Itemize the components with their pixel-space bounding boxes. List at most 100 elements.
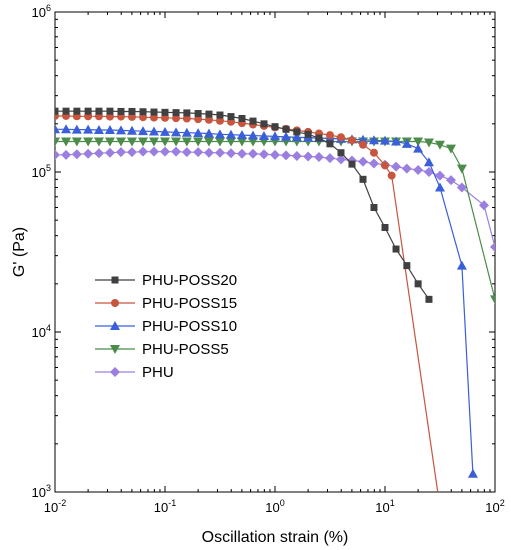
data-point [425, 295, 433, 303]
data-point [434, 140, 445, 150]
series-phu-poss5 [55, 137, 495, 305]
data-point [115, 137, 126, 147]
data-point [358, 156, 369, 167]
data-point [249, 117, 257, 125]
legend-swatch-marker [110, 367, 120, 377]
legend-swatch-marker [110, 321, 120, 330]
series-phu [55, 146, 495, 252]
data-point [391, 161, 402, 172]
data-point [181, 137, 192, 147]
legend-item-phu-poss5: PHU-POSS5 [95, 341, 229, 358]
data-point [160, 146, 170, 157]
data-point [291, 150, 302, 161]
series-phu-poss15 [55, 111, 439, 492]
data-point [214, 137, 225, 147]
data-point [238, 114, 246, 122]
data-point [369, 148, 378, 157]
data-point [182, 114, 191, 123]
data-point [138, 126, 149, 136]
data-point [61, 137, 72, 147]
data-point [71, 149, 82, 160]
data-point [55, 137, 60, 147]
data-point [324, 153, 335, 164]
data-point [315, 134, 323, 142]
data-point [83, 124, 94, 134]
data-point [193, 137, 204, 147]
data-point [216, 111, 224, 119]
data-point [281, 131, 292, 141]
data-point [248, 137, 259, 147]
data-point [138, 137, 149, 147]
data-point [181, 147, 192, 158]
data-point [117, 107, 125, 115]
data-point [61, 149, 72, 160]
data-point [171, 146, 182, 157]
data-point [313, 152, 324, 163]
data-point [456, 260, 467, 270]
data-point [413, 143, 424, 153]
data-point [225, 148, 236, 159]
data-point [171, 137, 182, 147]
series-line [55, 151, 495, 248]
axis-ticks: 10-2 10-1 100 101 102 103 104 105 106 [32, 3, 505, 515]
x-tick-label: 101 [375, 498, 394, 515]
data-point [62, 107, 70, 115]
data-point [204, 115, 213, 124]
data-point [172, 114, 181, 123]
data-point [115, 125, 126, 135]
data-point [171, 127, 182, 137]
data-point [403, 262, 411, 270]
data-point [236, 148, 247, 159]
y-tick-label: 105 [32, 163, 51, 180]
legend-item-phu-poss15: PHU-POSS15 [95, 295, 237, 312]
data-point [71, 124, 82, 134]
data-point [95, 107, 103, 115]
data-point [445, 175, 456, 186]
data-point [236, 137, 247, 147]
data-point [337, 149, 345, 157]
data-point [104, 147, 115, 158]
data-point [370, 203, 378, 211]
data-point [270, 131, 280, 141]
data-point [368, 158, 379, 169]
data-point [126, 137, 137, 147]
data-point [392, 245, 400, 253]
legend-label: PHU-POSS20 [142, 272, 237, 289]
data-point [227, 113, 235, 121]
data-point [490, 241, 495, 252]
data-point [248, 148, 259, 159]
data-point [336, 133, 345, 142]
y-tick-label: 106 [32, 3, 51, 20]
x-axis-title: Oscillation strain (%) [202, 529, 349, 546]
data-point [215, 116, 224, 125]
data-point [381, 223, 389, 231]
data-point [347, 136, 356, 145]
data-point [193, 147, 204, 158]
data-point [423, 138, 434, 148]
data-point [83, 137, 94, 147]
data-point [148, 146, 159, 157]
y-tick-label: 103 [32, 483, 51, 500]
data-point [115, 147, 126, 158]
data-point [387, 171, 396, 180]
data-point [414, 280, 422, 288]
data-point [161, 108, 169, 116]
data-point [161, 113, 169, 122]
data-point [282, 125, 290, 133]
series-layer [55, 107, 495, 492]
legend-item-phu-poss10: PHU-POSS10 [95, 318, 237, 335]
data-point [258, 149, 269, 160]
x-tick-label: 100 [265, 498, 284, 515]
data-point [335, 154, 346, 165]
data-point [104, 125, 115, 135]
data-point [368, 135, 379, 145]
data-point [358, 134, 369, 144]
data-point [401, 163, 412, 174]
data-point [138, 146, 149, 157]
legend-swatch-marker [110, 345, 120, 354]
data-point [139, 108, 147, 116]
data-point [203, 147, 214, 158]
data-point [128, 107, 136, 115]
data-point [467, 468, 478, 478]
